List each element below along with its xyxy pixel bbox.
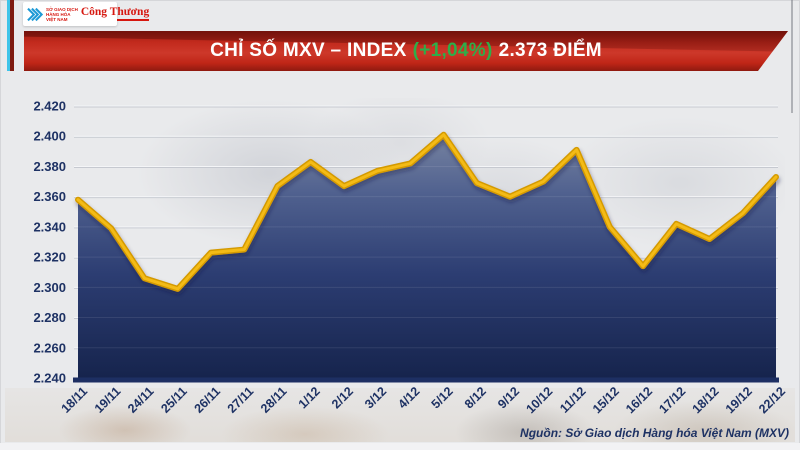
- mxv-org-line: HÀNG HÓA: [46, 11, 71, 17]
- banner-change-percent: (+1,04%): [412, 40, 493, 61]
- x-axis-tick-label: 5/12: [429, 384, 456, 411]
- y-axis-tick-label: 2.320: [33, 250, 66, 265]
- x-axis-tick-label: 4/12: [395, 384, 422, 411]
- congthuong-logo: Công Thương: [80, 5, 150, 22]
- x-axis-tick-label: 10/12: [523, 384, 555, 416]
- x-axis-tick-label: 18/12: [690, 384, 722, 416]
- x-axis-tick-label: 19/11: [92, 384, 124, 416]
- x-axis-tick-label: 24/11: [125, 384, 157, 416]
- photo-collage-watermark: [5, 388, 795, 442]
- x-axis-tick-label: 1/12: [296, 384, 323, 411]
- y-axis-tick-label: 2.400: [33, 129, 66, 144]
- mxv-org-line: SỞ GIAO DỊCH: [46, 6, 78, 12]
- x-axis-tick-label: 26/11: [192, 384, 224, 416]
- x-axis-tick-label: 9/12: [495, 384, 522, 411]
- y-axis-tick-label: 2.380: [33, 159, 66, 174]
- header-logo-box: SỞ GIAO DỊCH HÀNG HÓA VIỆT NAM Công Thươ…: [23, 2, 150, 26]
- mxv-org-line: VIỆT NAM: [46, 16, 68, 22]
- y-axis-tick-label: 2.280: [33, 310, 66, 325]
- y-axis-tick-label: 2.260: [33, 340, 66, 355]
- y-axis-tick-label: 2.360: [33, 189, 66, 204]
- x-axis-tick-label: 17/12: [656, 384, 688, 416]
- x-axis-tick-label: 2/12: [329, 384, 356, 411]
- left-accent-stripe-red: [10, 0, 14, 71]
- banner-points-value: 2.373 ĐIỂM: [498, 40, 602, 61]
- x-axis-tick-label: 19/12: [723, 384, 755, 416]
- left-accent-stripe-cyan: [7, 0, 10, 71]
- banner-title-main: CHỈ SỐ MXV – INDEX: [210, 40, 407, 61]
- y-axis-tick-label: 2.340: [33, 219, 66, 234]
- congthuong-tagline-bar: [117, 18, 150, 22]
- x-axis-tick-label: 18/11: [59, 384, 91, 416]
- x-axis-tick-label: 25/11: [158, 384, 190, 416]
- title-banner: CHỈ SỐ MXV – INDEX (+1,04%) 2.373 ĐIỂM: [24, 31, 788, 71]
- x-axis-tick-label: 11/12: [557, 384, 589, 416]
- x-axis-tick-label: 27/11: [225, 384, 257, 416]
- y-axis-tick-label: 2.240: [33, 371, 66, 386]
- bottom-border-strip: [0, 443, 800, 450]
- y-axis-tick-label: 2.300: [33, 280, 66, 295]
- area-fill: [78, 134, 776, 378]
- banner-text: CHỈ SỐ MXV – INDEX (+1,04%) 2.373 ĐIỂM: [24, 31, 788, 71]
- right-edge-shadow: [791, 0, 793, 113]
- x-axis-tick-label: 28/11: [258, 384, 290, 416]
- x-axis-tick-label: 16/12: [623, 384, 655, 416]
- mxv-chevron-icon: [27, 7, 43, 21]
- x-axis-tick-label: 8/12: [462, 384, 489, 411]
- index-line: [76, 133, 778, 291]
- x-axis-tick-label: 15/12: [590, 384, 622, 416]
- congthuong-wordmark: Công Thương: [80, 5, 150, 18]
- x-axis-tick-label: 3/12: [362, 384, 389, 411]
- mxv-org-name: SỞ GIAO DỊCH HÀNG HÓA VIỆT NAM: [46, 7, 78, 22]
- source-attribution: Nguồn: Sở Giao dịch Hàng hóa Việt Nam (M…: [520, 426, 789, 440]
- y-axis-tick-label: 2.420: [33, 99, 66, 114]
- x-axis-tick-label: 22/12: [756, 384, 788, 416]
